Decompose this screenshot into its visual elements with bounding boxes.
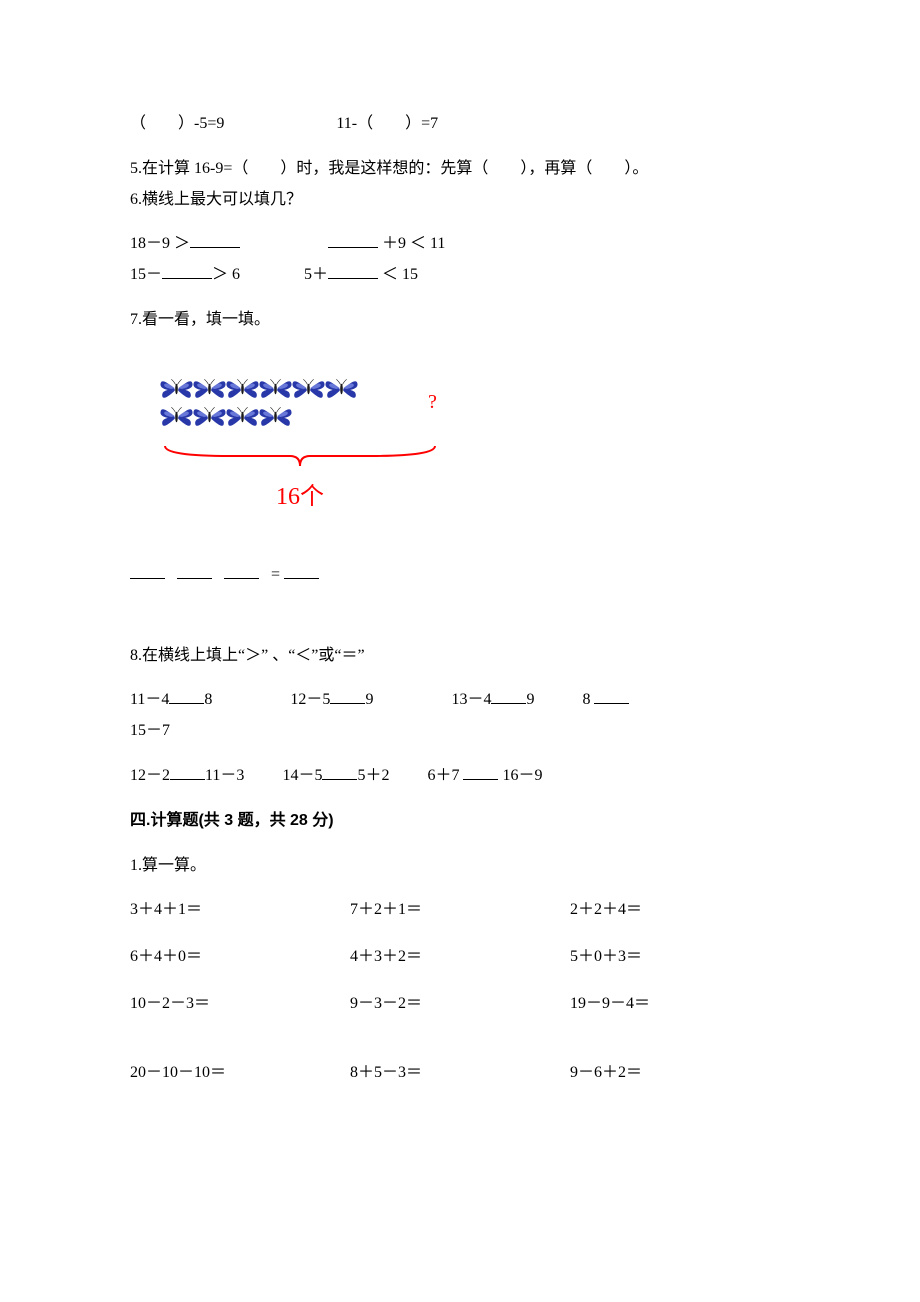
q6-r2-b-pre: 5＋: [304, 266, 328, 283]
butterfly-figure: ? 16个: [130, 375, 790, 511]
question-8-row2: 12－2 11－3 14－5 5＋2 6＋7 16－9: [130, 762, 790, 791]
q8-cell: 12－5: [290, 691, 330, 708]
butterfly-row: [160, 403, 358, 431]
calculation-grid: 3＋4＋1＝7＋2＋1＝2＋2＋4＝ 6＋4＋0＝4＋3＋2＝5＋0＋3＝ 10－2…: [130, 896, 790, 1087]
butterfly-icon: [159, 403, 194, 431]
q6-r1-b: ＋9 ＜ 11: [378, 235, 445, 252]
butterfly-icon: [192, 403, 227, 431]
butterfly-icon: [258, 403, 293, 431]
question-6-row1: 18－9 ＞ ＋9 ＜ 11: [130, 230, 790, 259]
q6-r2-a-post: ＞ 6: [212, 266, 240, 283]
calc-cell: 7＋2＋1＝: [350, 896, 570, 925]
q8-cell: 12－2: [130, 767, 170, 784]
blank-input[interactable]: [322, 763, 357, 780]
blank-input[interactable]: [169, 687, 204, 704]
question-6-row2: 15－ ＞ 6 5＋ ＜ 15: [130, 261, 790, 290]
q8-cell: 9: [365, 691, 373, 708]
question-8-title: 8.在横线上填上“＞” 、“＜”或“＝”: [130, 642, 790, 671]
question-8-row1-wrap: 15－7: [130, 717, 790, 746]
calc-cell: 20－10－10＝: [130, 1059, 350, 1088]
calc-cell: 8＋5－3＝: [350, 1059, 570, 1088]
question-5: 5.在计算 16-9=（ ）时，我是这样想的：先算（ ），再算（ ）。: [130, 155, 790, 184]
question-blank-equations: （ ）-5=9 11-（ ）=7: [130, 110, 790, 139]
question-mark-icon: ?: [428, 391, 437, 414]
q8-cell: 14－5: [282, 767, 322, 784]
question-8-row1: 11－4 8 12－5 9 13－4 9 8: [130, 686, 790, 715]
calc-cell: 9－6＋2＝: [570, 1059, 790, 1088]
q8-cell: 11－4: [130, 691, 169, 708]
calc-cell: 2＋2＋4＝: [570, 896, 790, 925]
butterfly-icon: [225, 375, 260, 403]
blank-input[interactable]: [491, 687, 526, 704]
section-4-title: 四.计算题(共 3 题，共 28 分): [130, 807, 790, 836]
q6-r2-a-pre: 15－: [130, 266, 162, 283]
question-7-title: 7.看一看，填一填。: [130, 306, 790, 335]
blank-input[interactable]: [594, 687, 629, 704]
blank-input[interactable]: [170, 763, 205, 780]
blank-input[interactable]: [328, 231, 378, 248]
q6-r2-b-post: ＜ 15: [378, 266, 418, 283]
brace-container: [160, 441, 790, 476]
blank-input[interactable]: [190, 231, 240, 248]
calc-row: 20－10－10＝8＋5－3＝9－6＋2＝: [130, 1059, 790, 1088]
calc-cell: 9－3－2＝: [350, 990, 570, 1019]
blank-input[interactable]: [330, 687, 365, 704]
butterfly-icon: [192, 375, 227, 403]
calc-cell: 4＋3＋2＝: [350, 943, 570, 972]
butterfly-icon: [159, 375, 194, 403]
blank-input[interactable]: [130, 562, 165, 579]
blank-input[interactable]: [177, 562, 212, 579]
blank-input[interactable]: [463, 763, 498, 780]
calc-cell: 6＋4＋0＝: [130, 943, 350, 972]
q8-cell: 9: [526, 691, 534, 708]
count-label: 16个: [160, 476, 440, 511]
calc-cell: 19－9－4＝: [570, 990, 790, 1019]
q8-cell: 6＋7: [427, 767, 463, 784]
blank-input[interactable]: [328, 262, 378, 279]
calc-row: 6＋4＋0＝4＋3＋2＝5＋0＋3＝: [130, 943, 790, 972]
worksheet-page: （ ）-5=9 11-（ ）=7 5.在计算 16-9=（ ）时，我是这样想的：…: [0, 0, 920, 1206]
calc-cell: 10－2－3＝: [130, 990, 350, 1019]
butterfly-icon: [225, 403, 260, 431]
butterfly-icon: [324, 375, 359, 403]
blank-input[interactable]: [162, 262, 212, 279]
butterfly-group: [160, 375, 358, 431]
blank-input[interactable]: [224, 562, 259, 579]
curly-brace-icon: [160, 441, 440, 471]
calc-row: 3＋4＋1＝7＋2＋1＝2＋2＋4＝: [130, 896, 790, 925]
q8-cell: 8: [204, 691, 212, 708]
calc-row: 10－2－3＝9－3－2＝19－9－4＝: [130, 990, 790, 1019]
question-7-answer-line: =: [130, 561, 790, 590]
butterfly-icon: [291, 375, 326, 403]
calc-cell: 3＋4＋1＝: [130, 896, 350, 925]
section-4-q1: 1.算一算。: [130, 852, 790, 881]
butterfly-row: [160, 375, 358, 403]
q8-cell: 8: [582, 691, 594, 708]
q8-cell: 16－9: [498, 767, 542, 784]
blank-input[interactable]: [284, 562, 319, 579]
q6-r1-a-pre: 18－9 ＞: [130, 235, 190, 252]
calc-cell: 5＋0＋3＝: [570, 943, 790, 972]
question-6-title: 6.横线上最大可以填几？: [130, 186, 790, 215]
q8-cell: 13－4: [451, 691, 491, 708]
q8-cell: 5＋2: [357, 767, 389, 784]
butterfly-icon: [258, 375, 293, 403]
q8-cell: 11－3: [205, 767, 244, 784]
